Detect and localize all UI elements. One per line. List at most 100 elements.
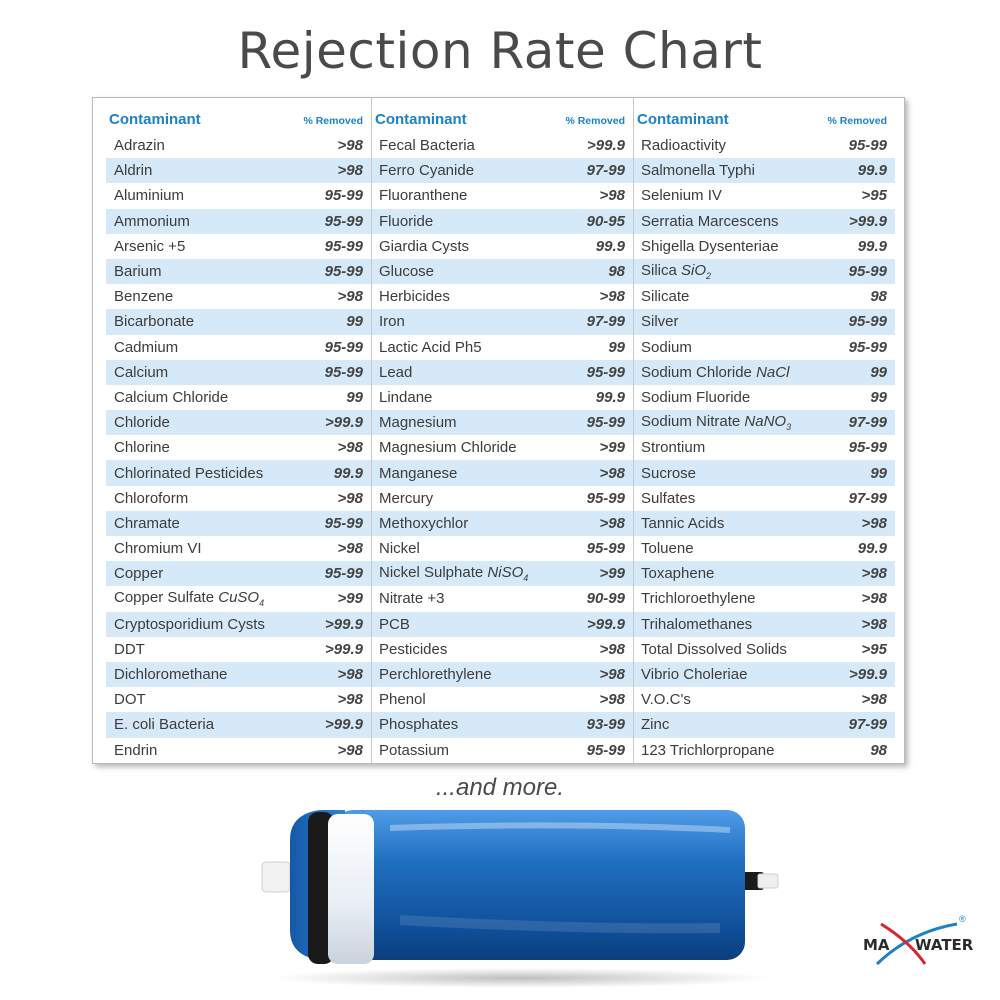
table-column-3: Contaminant % Removed Radioactivity 95-99… [633, 98, 895, 763]
contaminant-name: Nickel Sulphate [379, 564, 484, 582]
percent-removed-value: >98 [337, 137, 363, 155]
rows: Adrazin >98 Aldrin >98 Aluminium 95-99 Ammoniu… [106, 133, 371, 763]
contaminant-cell: Cryptosporidium Cysts [114, 616, 265, 633]
contaminant-name: Magnesium Chloride [379, 439, 517, 457]
table-row: Lindane 99.9 [372, 385, 633, 410]
contaminant-name: Tannic Acids [641, 514, 725, 532]
table-row: Tannic Acids >98 [634, 510, 895, 536]
percent-removed-value: >98 [861, 590, 887, 608]
percent-removed-value: >99 [337, 590, 363, 608]
percent-removed-value: >98 [599, 691, 625, 709]
formula-base: NaCl [756, 363, 790, 381]
contaminant-name: DOT [114, 691, 146, 709]
contaminant-name: Toxaphene [641, 565, 715, 583]
table-row: Copper Sulfate CuSO4 >99 [106, 586, 371, 611]
table-row: Mercury 95-99 [372, 486, 633, 511]
table-row: Manganese >98 [372, 460, 633, 486]
formula-base: SiO [681, 262, 707, 280]
contaminant-name: Sodium Chloride [641, 363, 752, 381]
percent-removed-value: 95-99 [586, 741, 625, 759]
contaminant-name: Fluoranthene [379, 187, 468, 205]
contaminant-cell: Sodium Fluoride [641, 389, 750, 406]
percent-removed-value: >99.9 [587, 137, 625, 155]
percent-removed-value: 95-99 [848, 137, 887, 155]
header-contaminant: Contaminant [637, 111, 729, 128]
contaminant-cell: Chlorinated Pesticides [114, 465, 263, 482]
table-row: Ferro Cyanide 97-99 [372, 158, 633, 184]
table-row: Barium 95-99 [106, 258, 371, 285]
table-row: Chromium VI >98 [106, 536, 371, 561]
contaminant-cell: Magnesium Chloride [379, 439, 517, 456]
percent-removed-value: 95-99 [586, 414, 625, 432]
contaminant-cell: Iron [379, 313, 405, 330]
contaminant-name: Glucose [379, 263, 435, 281]
percent-removed-value: >99 [599, 439, 625, 457]
contaminant-cell: Shigella Dysenteriae [641, 238, 779, 255]
contaminant-name: Manganese [379, 464, 458, 482]
table-row: Silicate 98 [634, 284, 895, 309]
percent-removed-value: 97-99 [848, 716, 887, 734]
table-row: Endrin >98 [106, 738, 371, 763]
chemical-formula: NiSO4 [487, 564, 528, 583]
contaminant-name: Sucrose [641, 464, 697, 482]
percent-removed-value: >99.9 [587, 615, 625, 633]
contaminant-cell: Lead [379, 364, 412, 381]
contaminant-cell: Fecal Bacteria [379, 137, 475, 154]
percent-removed-value: 95-99 [324, 212, 363, 230]
contaminant-name: Methoxychlor [379, 514, 469, 532]
contaminant-name: Benzene [114, 288, 174, 306]
percent-removed-value: >98 [337, 691, 363, 709]
table-row: Phosphates 93-99 [372, 712, 633, 738]
contaminant-cell: PCB [379, 616, 410, 633]
table-row: Selenium IV >95 [634, 183, 895, 208]
contaminant-cell: Silica SiO2 [641, 262, 711, 281]
contaminant-cell: Lactic Acid Ph5 [379, 339, 482, 356]
contaminant-name: Endrin [114, 741, 158, 759]
percent-removed-value: >99.9 [849, 666, 887, 684]
contaminant-name: Trichloroethylene [641, 590, 756, 608]
contaminant-name: Sulfates [641, 489, 696, 507]
column-header: Contaminant % Removed [634, 108, 895, 128]
contaminant-cell: Perchlorethylene [379, 666, 492, 683]
percent-removed-value: >98 [599, 640, 625, 658]
chemical-formula: NaNO3 [744, 413, 791, 432]
contaminant-cell: Phenol [379, 691, 426, 708]
percent-removed-value: 97-99 [586, 313, 625, 331]
percent-removed-value: 95-99 [586, 489, 625, 507]
percent-removed-value: 99.9 [857, 237, 887, 255]
contaminant-cell: Sulfates [641, 490, 695, 507]
formula-base: CuSO [218, 589, 260, 607]
contaminant-cell: Sodium [641, 339, 692, 356]
contaminant-cell: Adrazin [114, 137, 165, 154]
contaminant-cell: Aluminium [114, 187, 184, 204]
table-row: Trichloroethylene >98 [634, 586, 895, 611]
contaminant-cell: Chromium VI [114, 540, 202, 557]
percent-removed-value: >99.9 [325, 414, 363, 432]
contaminant-name: 123 Trichlorpropane [641, 741, 775, 759]
contaminant-name: Silicate [641, 288, 690, 306]
percent-removed-value: 98 [870, 741, 887, 759]
percent-removed-value: >98 [337, 741, 363, 759]
contaminant-name: Magnesium [379, 414, 457, 432]
percent-removed-value: >98 [599, 187, 625, 205]
contaminant-cell: Aldrin [114, 162, 152, 179]
table-row: Sodium 95-99 [634, 335, 895, 360]
contaminant-cell: Toluene [641, 540, 694, 557]
contaminant-name: Bicarbonate [114, 313, 195, 331]
percent-removed-value: >95 [861, 640, 887, 658]
percent-removed-value: 99.9 [595, 237, 625, 255]
percent-removed-value: >95 [861, 187, 887, 205]
contaminant-name: Toluene [641, 540, 694, 558]
table-row: Glucose 98 [372, 258, 633, 285]
and-more-note: ...and more. [435, 774, 565, 801]
contaminant-name: Salmonella Typhi [641, 162, 755, 180]
contaminant-name: Strontium [641, 439, 706, 457]
contaminant-cell: Chloride [114, 414, 170, 431]
logo-text-left: MA [863, 936, 890, 954]
contaminant-cell: Total Dissolved Solids [641, 641, 787, 658]
column-header: Contaminant % Removed [372, 108, 633, 128]
contaminant-cell: Salmonella Typhi [641, 162, 755, 179]
table-row: Bicarbonate 99 [106, 309, 371, 335]
table-row: Nickel Sulphate NiSO4 >99 [372, 561, 633, 587]
table-row: Lead 95-99 [372, 359, 633, 385]
